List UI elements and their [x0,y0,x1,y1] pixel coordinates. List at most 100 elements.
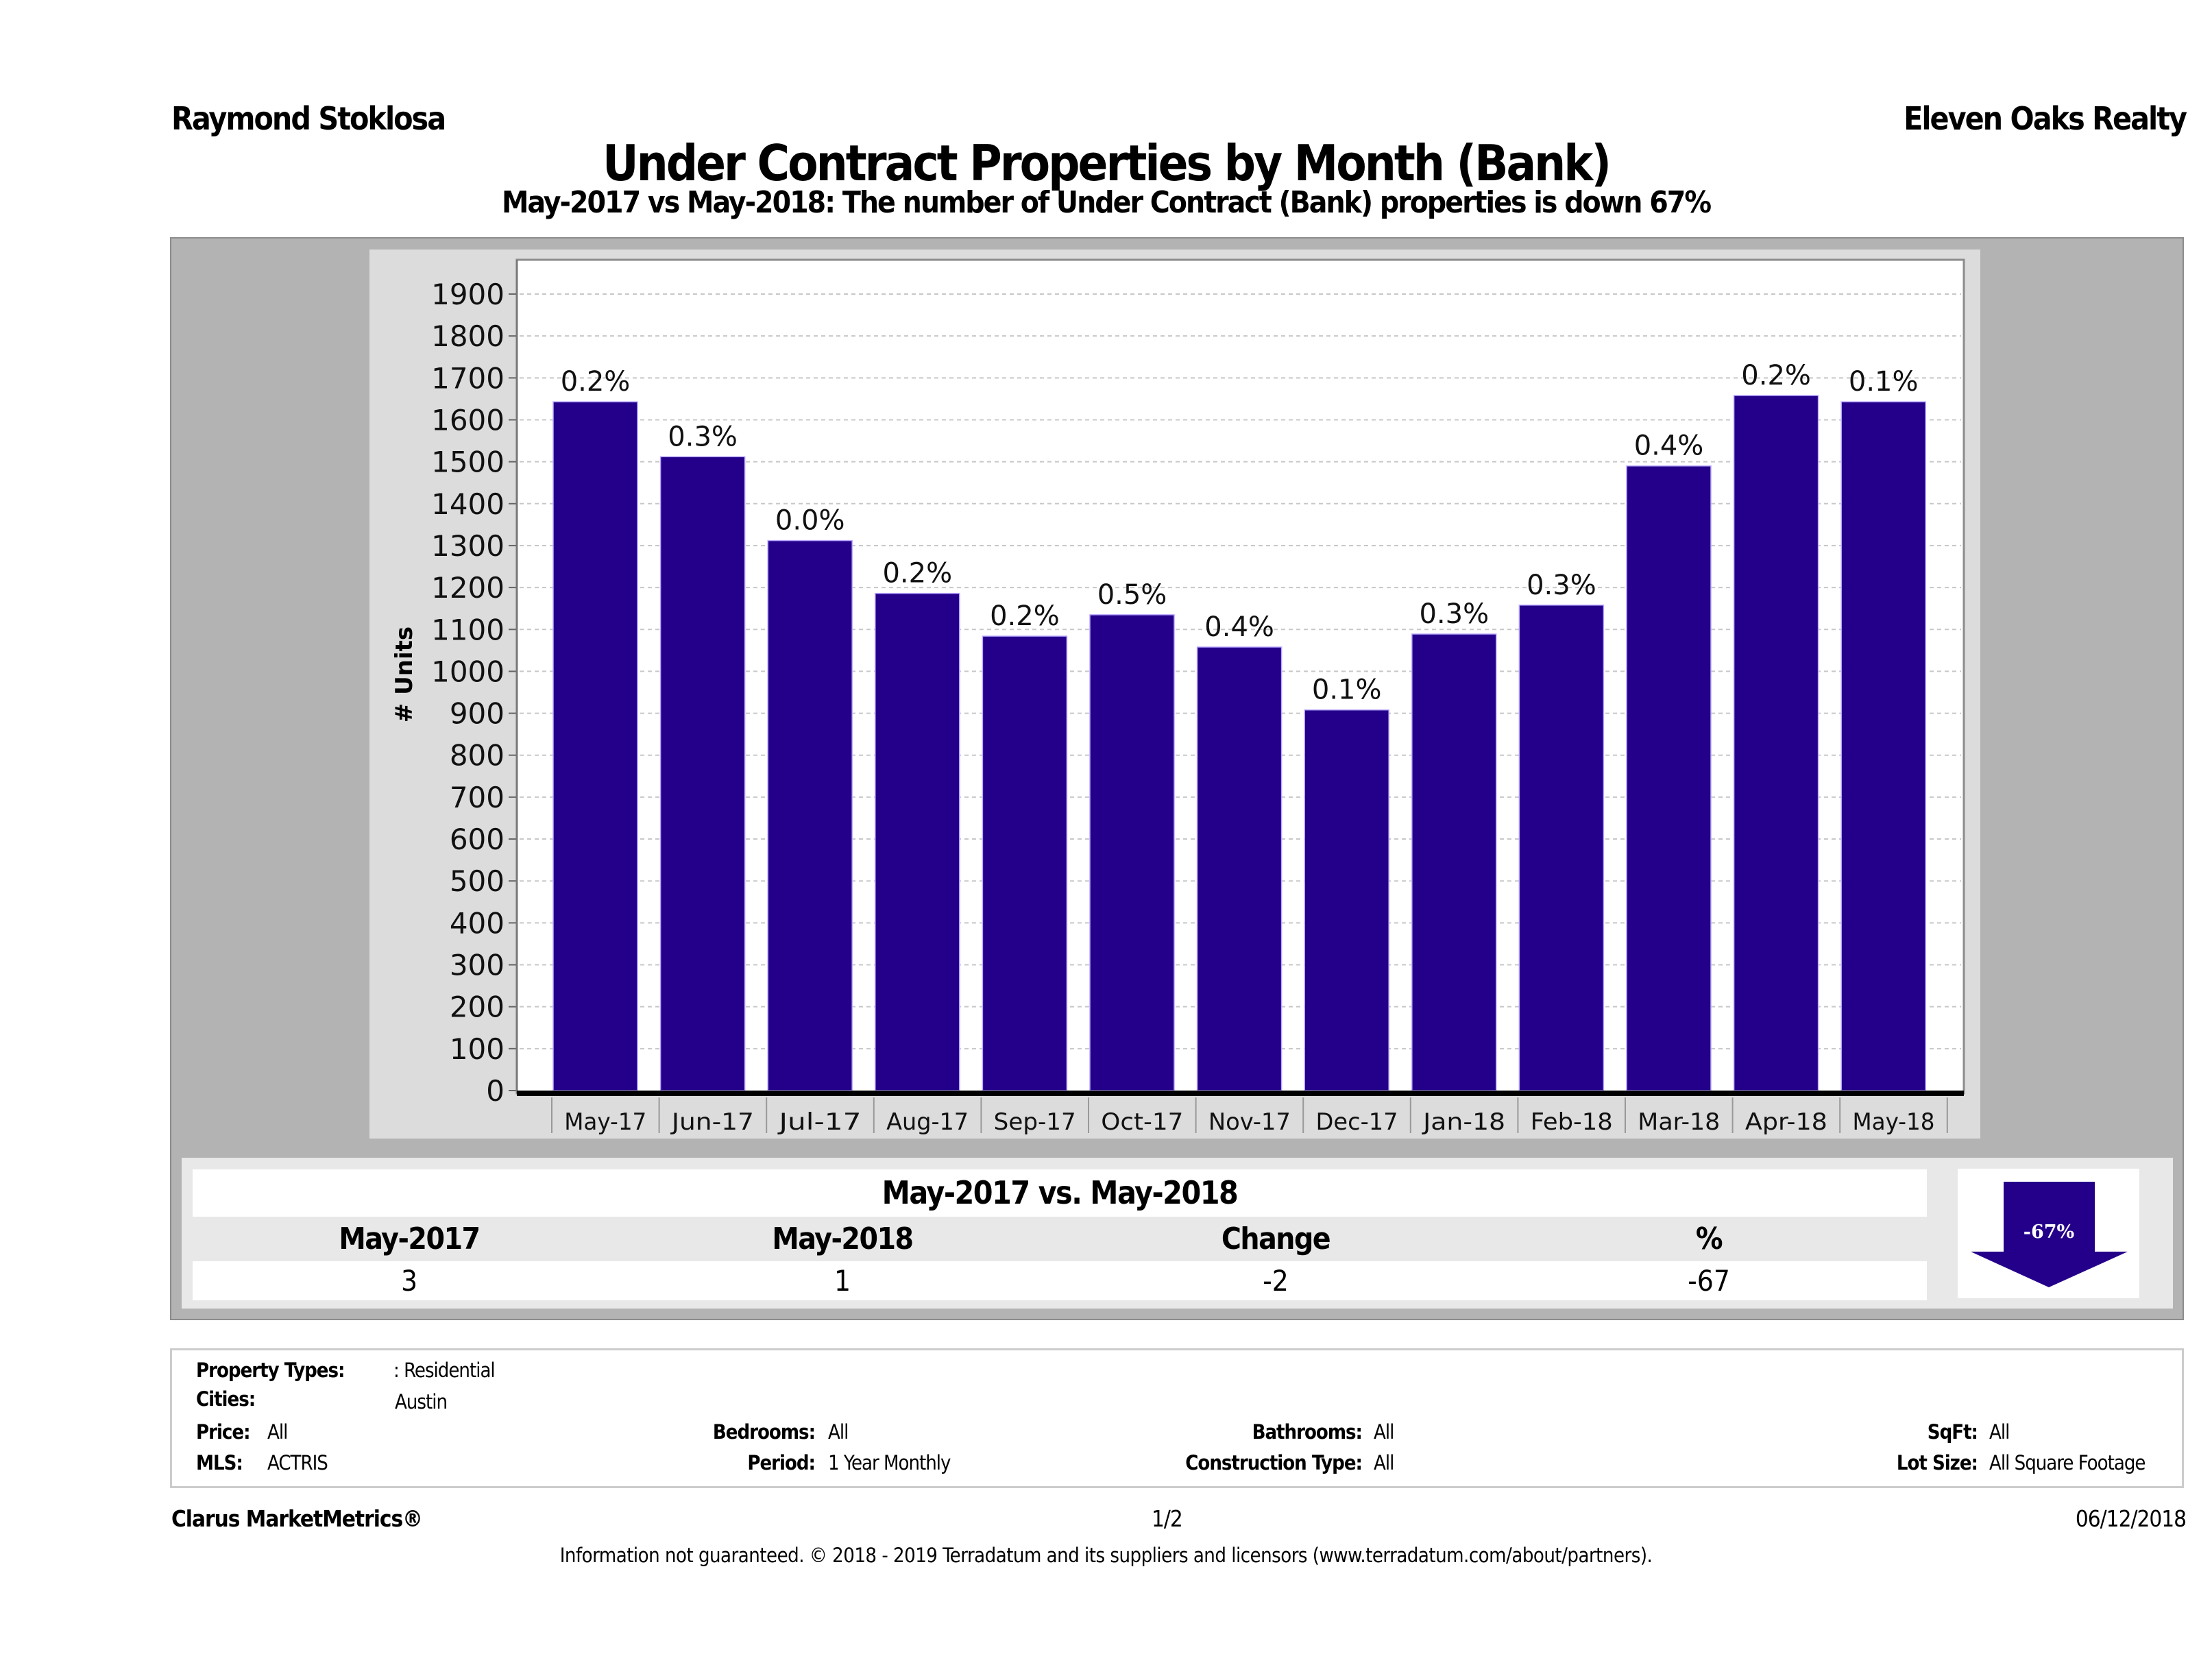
filter-cities-value: Austin [395,1390,448,1413]
data-label: 0.3% [1419,598,1489,630]
data-label: 0.4% [1204,611,1274,643]
bar-chart: 0 100 200 300 400 500 600 700 800 900 1000 1100 1200… [391,258,1965,1136]
bar-Mar-18 [1626,465,1712,1091]
y-tick-label: 1300 [431,529,505,563]
chart-panel: 0 100 200 300 400 500 600 700 800 900 1000 1100 1200… [369,250,1980,1139]
data-label: 0.2% [1741,360,1811,391]
y-tick-label: 1500 [431,446,505,479]
bar-May-17 [552,401,638,1091]
header-may-2018: May-2018 [772,1221,914,1256]
data-label: 0.0% [775,505,845,537]
data-label: 0.5% [1097,579,1167,611]
filter-price-value: All [267,1420,288,1444]
x-tick-label: Feb-18 [1531,1108,1613,1136]
report-date: 06/12/2018 [2075,1505,2187,1532]
page-subtitle: May-2017 vs May-2018: The number of Unde… [501,185,1712,220]
y-axis-ticks: 0 100 200 300 400 500 600 700 800 900 1000 1100 1200… [431,260,518,1108]
filter-bathrooms-label: Bathrooms: [1252,1420,1363,1444]
filter-construction-type-label: Construction Type: [1185,1451,1363,1474]
bars [552,395,1926,1091]
y-tick-label: 1200 [431,571,505,605]
y-tick-label: 100 [450,1032,505,1066]
change-indicator: -67% [1958,1169,2139,1298]
x-tick-label: Oct-17 [1101,1108,1183,1136]
filter-price-label: Price: [196,1420,251,1444]
y-axis-title: # Units [391,627,418,722]
filter-lot-size-value: All Square Footage [1989,1451,2146,1474]
data-label: 0.2% [561,366,631,398]
x-axis-line [517,1091,1964,1096]
x-tick-label: Nov-17 [1208,1108,1291,1136]
data-label: 0.1% [1312,674,1382,706]
y-tick-label: 600 [450,823,505,856]
summary-value-row: 3 1 -2 -67 [193,1261,1927,1300]
y-tick-label: 300 [450,949,505,982]
filter-property-types-value: : Residential [393,1359,496,1382]
data-label: 0.3% [668,421,738,452]
y-tick-label: 900 [450,697,505,731]
x-tick-label: Jun-17 [670,1108,753,1136]
page-title: Under Contract Properties by Month (Bank… [603,134,1612,192]
y-tick-label: 1800 [431,319,505,353]
summary-header-row: May-2017 May-2018 Change % [193,1217,1927,1261]
bar-May-18 [1840,401,1926,1091]
agent-name: Raymond Stoklosa [171,100,446,137]
bar-Aug-17 [875,592,960,1091]
y-tick-label: 1000 [431,655,505,688]
filter-sqft-value: All [1989,1420,2010,1444]
company-name: Eleven Oaks Realty [1904,100,2187,137]
y-tick-label: 1600 [431,403,505,437]
y-tick-label: 500 [450,864,505,898]
bar-Dec-17 [1304,709,1389,1091]
x-tick-label: Mar-18 [1638,1108,1720,1136]
filter-cities-label: Cities: [196,1387,256,1411]
data-labels: 0.2% 0.3% 0.0% 0.2% 0.2% 0.5% 0.4% 0.1% 0.3% 0.3%… [561,360,1919,706]
bar-Nov-17 [1196,646,1283,1091]
filter-bedrooms-value: All [828,1420,849,1444]
value-percent: -67 [1688,1264,1730,1298]
filter-panel [170,1348,2184,1488]
y-tick-label: 400 [450,906,505,940]
x-axis-ticks: May-17 Jun-17 Jul-17 Aug-17 Sep-17 Oct-17 Nov-… [517,1091,1964,1136]
x-tick-label: May-18 [1853,1108,1935,1136]
y-tick-label: 1900 [431,278,505,311]
y-tick-label: 1400 [431,487,505,521]
header-change: Change [1221,1221,1331,1256]
y-tick-label: 1100 [431,613,505,646]
value-may-2017: 3 [400,1264,418,1298]
data-label: 0.1% [1849,366,1919,398]
footer-brand: Clarus MarketMetrics® [171,1505,423,1532]
header-percent: % [1695,1221,1723,1256]
bar-Jun-17 [659,456,746,1091]
bar-Jan-18 [1411,633,1497,1091]
filter-bedrooms-label: Bedrooms: [712,1420,816,1444]
filter-period-value: 1 Year Monthly [828,1451,951,1474]
bar-Sep-17 [982,635,1068,1091]
gridlines [520,293,1961,1049]
x-tick-label: Dec-17 [1316,1108,1398,1136]
filter-property-types-label: Property Types: [196,1359,345,1382]
y-tick-label: 0 [486,1074,505,1108]
filter-lot-size-label: Lot Size: [1896,1451,1978,1474]
bar-Oct-17 [1089,614,1175,1091]
value-change: -2 [1263,1264,1289,1298]
x-tick-label: Sep-17 [994,1108,1076,1136]
data-label: 0.3% [1527,570,1596,601]
value-may-2018: 1 [834,1264,851,1298]
filter-construction-type-value: All [1374,1451,1394,1474]
summary-title: May-2017 vs. May-2018 [193,1169,1927,1217]
filter-period-label: Period: [747,1451,816,1474]
y-tick-label: 800 [450,739,505,773]
disclaimer: Information not guaranteed. © 2018 - 201… [559,1544,1653,1567]
x-tick-label: Aug-17 [886,1108,969,1136]
y-tick-label: 200 [450,990,505,1024]
data-label: 0.4% [1634,430,1704,462]
bar-Jul-17 [767,539,853,1091]
y-tick-label: 1700 [431,361,505,395]
filter-mls-label: MLS: [196,1451,243,1474]
data-label: 0.2% [990,600,1060,632]
arrow-label: -67% [2023,1221,2074,1243]
filter-mls-value: ACTRIS [267,1451,328,1474]
page-number: 1/2 [1152,1505,1183,1532]
y-tick-label: 700 [450,781,505,814]
